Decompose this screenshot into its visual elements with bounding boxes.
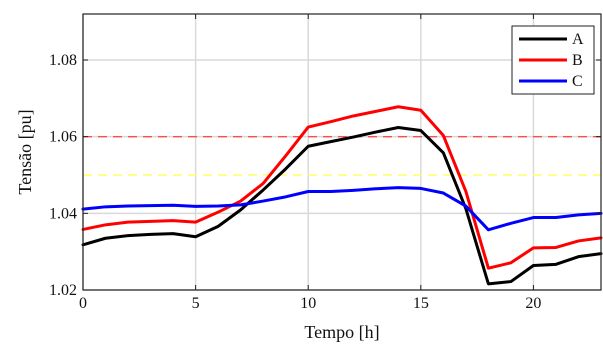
x-tick-label: 10: [300, 295, 316, 312]
series-line-c: [81, 186, 603, 232]
y-tick-label: 1.04: [49, 205, 77, 222]
x-tick-label: 20: [525, 295, 541, 312]
legend-label-b: B: [572, 52, 583, 69]
y-tick-label: 1.02: [49, 282, 77, 299]
axes-frame: [82, 13, 602, 291]
series-line-a: [81, 125, 603, 286]
axes: [82, 13, 602, 291]
legend-label-a: A: [572, 31, 584, 48]
x-tick-label: 0: [79, 295, 87, 312]
y-tick-label: 1.06: [49, 129, 77, 146]
reference-lines: [83, 135, 601, 176]
y-tick-label: 1.08: [49, 52, 77, 69]
x-tick-label: 5: [192, 295, 200, 312]
series-line-b: [81, 105, 603, 270]
legend: ABC: [511, 25, 595, 95]
x-axis-label: Tempo [h]: [304, 322, 379, 342]
x-tick-label: 15: [413, 295, 429, 312]
y-axis-label: Tensão [pu]: [15, 109, 35, 194]
series-lines: [81, 105, 603, 286]
legend-label-c: C: [572, 73, 583, 90]
legend-items: ABC: [519, 31, 584, 90]
tick-labels: 0 5 10 15 20 1.02 1.04 1.06 1.08: [49, 52, 541, 312]
axis-labels: Tempo [h] Tensão [pu]: [15, 109, 380, 342]
